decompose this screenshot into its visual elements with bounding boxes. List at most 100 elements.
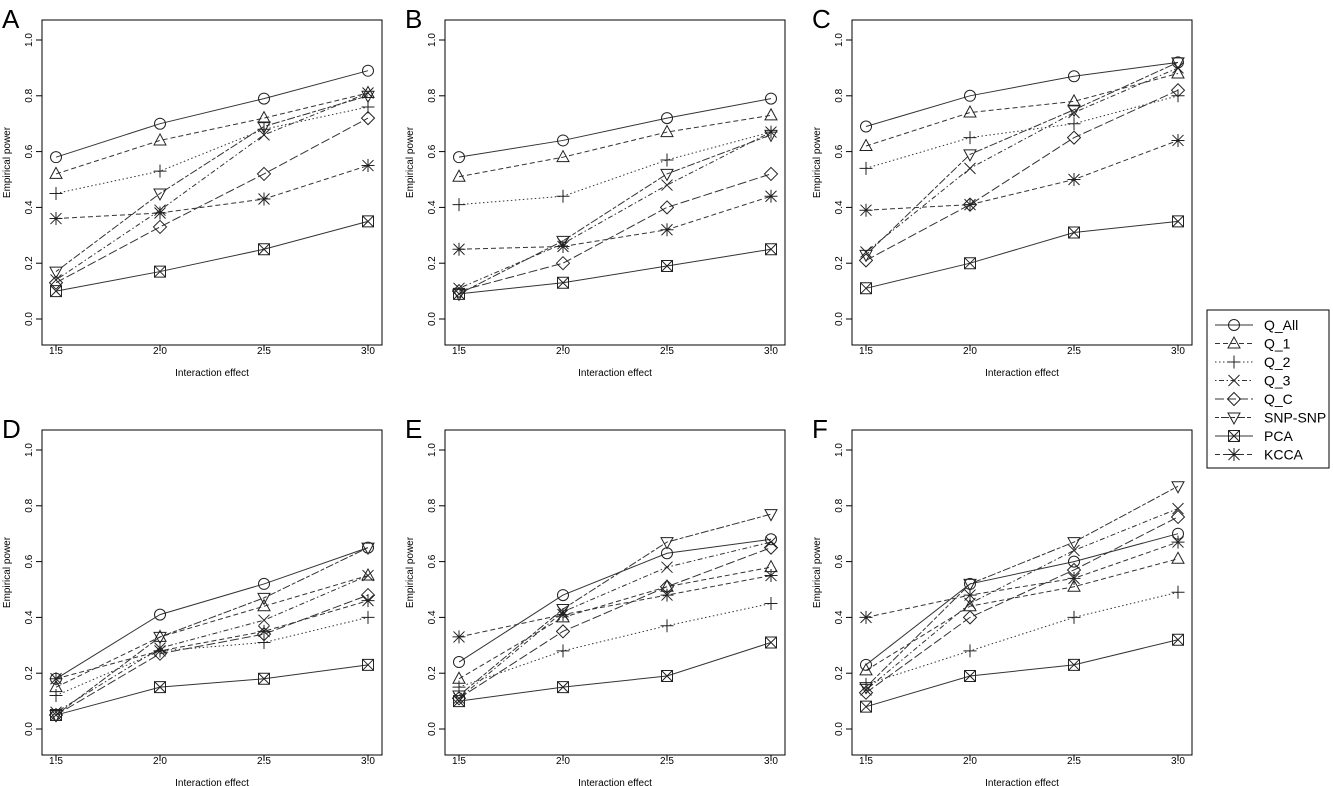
data-point	[859, 677, 873, 691]
x-tick-label: 1.5	[452, 756, 466, 767]
data-point	[361, 159, 375, 173]
legend-marker	[1226, 391, 1242, 407]
series-q-all	[50, 541, 374, 685]
data-point	[557, 134, 569, 147]
data-point	[556, 604, 570, 617]
y-tick-label: 1.0	[834, 443, 845, 457]
data-point	[1068, 555, 1080, 568]
data-point	[1170, 83, 1186, 98]
y-tick-label: 0.4	[24, 610, 35, 624]
data-point	[764, 596, 778, 610]
data-point	[765, 533, 777, 546]
data-point	[453, 287, 465, 300]
x-tick-label: 2.5	[1067, 756, 1081, 767]
series-line	[458, 114, 772, 178]
data-point	[660, 124, 674, 138]
data-point	[49, 266, 63, 280]
data-point	[49, 212, 63, 226]
series-q-c	[451, 540, 779, 706]
series-pca	[453, 636, 777, 708]
y-tick-label: 0.8	[24, 498, 35, 512]
data-point	[453, 695, 465, 708]
legend-item-kcca: KCCA	[1215, 447, 1304, 463]
data-point	[453, 656, 465, 669]
series-line	[865, 516, 1179, 694]
series-q-2	[49, 610, 375, 703]
y-tick-label: 0.4	[24, 200, 35, 214]
x-tick-label: 2.5	[660, 756, 674, 767]
y-tick-label: 0.0	[427, 722, 438, 736]
data-point	[153, 164, 167, 178]
data-point	[963, 578, 977, 592]
series-line	[55, 92, 369, 175]
series-line	[865, 95, 1179, 169]
series-line	[458, 98, 772, 158]
data-point	[859, 138, 873, 152]
x-tick-label: 1.5	[49, 346, 63, 357]
y-tick-label: 1.0	[427, 443, 438, 457]
series-pca	[453, 243, 777, 300]
data-point	[660, 223, 674, 237]
chart-panel-e: E 0.0 0.2 0.4 0.6 0.8 1.0 1.5 2.0 2.5 3.0 Interacti…	[405, 414, 786, 786]
data-point	[660, 537, 674, 550]
data-point	[765, 536, 777, 548]
data-point	[859, 161, 873, 175]
data-point	[1067, 537, 1081, 550]
x-tick-label: 3.0	[764, 346, 778, 357]
legend-label: Q_1	[1264, 336, 1291, 352]
data-point	[765, 92, 777, 105]
y-tick-label: 0.2	[427, 256, 438, 270]
data-point	[49, 672, 63, 686]
series-q-c	[858, 509, 1186, 700]
plot-frame	[41, 429, 383, 756]
data-point	[257, 636, 271, 650]
plot-frame	[851, 19, 1193, 346]
series-line	[865, 220, 1179, 289]
series-line	[55, 594, 369, 716]
series-q-1	[859, 65, 1185, 152]
plot-frame	[444, 19, 786, 346]
y-tick-label: 0.8	[834, 88, 845, 102]
data-point	[50, 709, 62, 722]
legend: Q_All Q_1 Q_2 Q_3 Q_C SNP-SNP PCA KCCA	[1206, 309, 1330, 469]
y-tick-label: 0.0	[834, 722, 845, 736]
series-line	[458, 173, 772, 292]
series-line	[55, 600, 369, 680]
series-line	[55, 106, 369, 194]
data-point	[964, 89, 976, 102]
series-snp-snp	[452, 509, 778, 704]
series-line	[458, 566, 772, 680]
legend-marker	[1227, 335, 1241, 349]
x-tick-label: 1.5	[452, 346, 466, 357]
plot-frame	[41, 19, 383, 346]
y-axis-label: Empirical power	[812, 536, 823, 608]
data-point	[557, 276, 569, 289]
data-point	[1172, 633, 1184, 646]
data-point	[556, 239, 570, 253]
data-point	[556, 644, 570, 658]
x-axis-label: Interaction effect	[175, 368, 249, 379]
data-point	[1171, 585, 1185, 599]
x-axis-label: Interaction effect	[175, 778, 249, 786]
y-tick-label: 1.0	[834, 33, 845, 47]
series-line	[865, 89, 1179, 261]
y-tick-label: 0.6	[834, 144, 845, 158]
series-line	[55, 220, 369, 292]
y-tick-label: 0.6	[24, 554, 35, 568]
data-point	[556, 235, 570, 249]
series-line	[865, 485, 1179, 688]
legend-item-q-all: Q_All	[1215, 317, 1298, 333]
x-tick-label: 2.5	[257, 756, 271, 767]
data-point	[963, 198, 977, 212]
chart-panel-f: F 0.0 0.2 0.4 0.6 0.8 1.0 1.5 2.0 2.5 3.0 Interacti…	[812, 414, 1193, 786]
data-point	[50, 706, 62, 719]
series-line	[55, 95, 369, 272]
data-point	[153, 631, 167, 645]
series-q-c	[451, 166, 779, 299]
y-tick-label: 0.2	[834, 666, 845, 680]
data-point	[1171, 133, 1185, 147]
series-line	[55, 547, 369, 680]
data-point	[764, 129, 778, 143]
y-tick-label: 0.6	[427, 554, 438, 568]
series-line	[55, 616, 369, 696]
